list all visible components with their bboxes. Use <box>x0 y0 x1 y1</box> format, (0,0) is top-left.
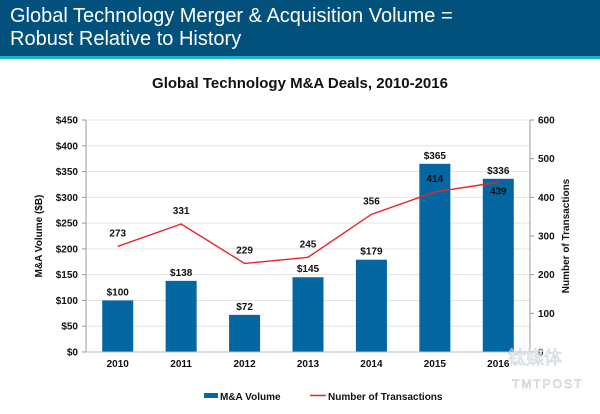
transactions-line-group <box>117 181 499 265</box>
slide-header: Global Technology Merger & Acquisition V… <box>0 0 600 56</box>
line-value-label: 229 <box>236 245 253 256</box>
line-value-label: 245 <box>300 239 317 250</box>
line-value-label: 356 <box>363 196 380 207</box>
line-value-label: 439 <box>490 186 507 197</box>
bars <box>102 163 514 352</box>
header-accent-stripe <box>0 56 600 59</box>
y-tick-label-left: $300 <box>56 193 79 204</box>
bar-value-label: $179 <box>360 247 383 258</box>
watermark-en: TMTPOST <box>512 377 583 391</box>
y-tick-label-right: 600 <box>538 116 555 127</box>
legend-label-transactions: Number of Transactions <box>328 392 443 403</box>
x-tick-label: 2011 <box>170 359 192 370</box>
y-tick-label-left: $350 <box>56 167 79 178</box>
legend-swatch-bar <box>204 393 218 398</box>
bar-ma-volume <box>482 178 514 352</box>
bar-value-label: $336 <box>487 166 510 177</box>
bar-ma-volume <box>292 277 324 352</box>
y-tick-label-left: $400 <box>56 141 79 152</box>
gridlines <box>86 119 530 327</box>
y-tick-label-right: 300 <box>538 232 555 243</box>
y-axis-label-right: Number of Transactions <box>561 178 572 293</box>
legend-label-volume: M&A Volume <box>220 392 281 403</box>
bar-value-label: $100 <box>107 287 130 298</box>
axes: $0 $50 $100 $150 $200 $250 $300 $350 $400 $450 0 10… <box>56 116 555 371</box>
watermark-cn: 钛媒体 <box>508 348 562 368</box>
x-tick-label: 2010 <box>107 359 130 370</box>
y-tick-label-left: $450 <box>56 116 79 127</box>
x-tick-label: 2014 <box>360 359 383 370</box>
legend: M&A Volume Number of Transactions <box>204 392 443 403</box>
y-tick-label-left: $50 <box>61 322 78 333</box>
x-tick-label: 2012 <box>233 359 256 370</box>
data-labels: $100 $138 $72 $145 $179 $365 $336 273 331 229 245 3… <box>107 151 510 313</box>
y-tick-label-left: $0 <box>67 348 79 359</box>
bar-value-label: $365 <box>424 151 447 162</box>
y-tick-label-right: 200 <box>538 270 555 281</box>
y-tick-label-right: 100 <box>538 309 555 320</box>
y-tick-label-left: $250 <box>56 219 79 230</box>
slide-title: Global Technology Merger & Acquisition V… <box>10 5 453 50</box>
bar-ma-volume <box>355 259 387 352</box>
y-tick-label-left: $100 <box>56 296 79 307</box>
x-tick-label: 2016 <box>487 359 510 370</box>
bar-ma-volume <box>165 280 197 352</box>
line-value-label: 331 <box>173 206 190 217</box>
x-tick-label: 2013 <box>297 359 320 370</box>
x-tick-label: 2015 <box>424 359 447 370</box>
y-tick-label-right: 0 <box>538 348 544 359</box>
bar-ma-volume <box>102 300 134 352</box>
bar-value-label: $145 <box>297 264 320 275</box>
chart-title: Global Technology M&A Deals, 2010-2016 <box>152 75 448 92</box>
y-tick-label-left: $200 <box>56 244 79 255</box>
transactions-line <box>117 181 499 265</box>
y-tick-label-left: $150 <box>56 270 79 281</box>
bar-value-label: $72 <box>236 302 253 313</box>
line-value-label: 414 <box>427 174 444 185</box>
y-tick-label-right: 500 <box>538 154 555 165</box>
y-axis-label-left: M&A Volume ($B) <box>34 195 45 278</box>
watermark: 钛媒体 TMTPOST <box>508 348 583 392</box>
line-value-label: 273 <box>109 228 126 239</box>
bar-ma-volume <box>229 314 261 352</box>
bar-value-label: $138 <box>170 268 193 279</box>
y-tick-label-right: 400 <box>538 193 555 204</box>
